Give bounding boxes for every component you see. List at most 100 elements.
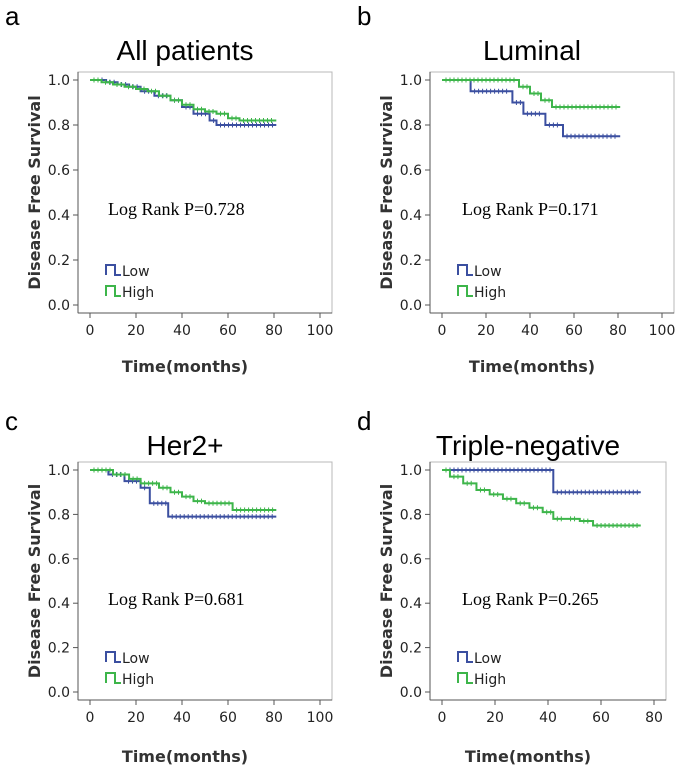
y-tick-label: 1.0 (48, 463, 70, 479)
y-tick-label: 0.2 (48, 641, 70, 657)
legend-swatch-high (457, 285, 473, 297)
legend-label-low: Low (474, 264, 502, 280)
y-tick-label: 0.2 (400, 641, 422, 657)
x-tick-label: 80 (265, 710, 283, 726)
log-rank-annotation: Log Rank P=0.728 (108, 199, 245, 219)
legend-label-low: Low (122, 651, 150, 667)
y-tick-label: 1.0 (400, 73, 422, 89)
y-tick-label: 0.4 (400, 208, 422, 224)
x-tick-label: 0 (438, 323, 447, 339)
chart-title: Luminal (483, 35, 581, 66)
y-tick-label: 0.6 (48, 163, 70, 179)
plot-frame (77, 461, 333, 701)
legend-swatch-low (105, 264, 121, 276)
legend-swatch-low (457, 264, 473, 276)
y-tick-label: 0.4 (48, 208, 70, 224)
chart-title: Her2+ (146, 430, 223, 461)
km-chart-a: a All patients 0.0 0.2 0.4 0.6 0.8 1.0 0 20 40 60 80… (5, 1, 334, 376)
y-tick-label: 0.6 (400, 552, 422, 568)
panel-b: b Luminal 0.0 0.2 0.4 0.6 0.8 1.0 0 20 40 60 80 100 Ti… (352, 0, 685, 388)
x-tick-label: 60 (592, 710, 610, 726)
log-rank-annotation: Log Rank P=0.265 (462, 589, 599, 609)
x-tick-label: 0 (438, 710, 447, 726)
plot-frame (429, 461, 667, 701)
x-axis-label: Time(months) (122, 357, 248, 376)
series-line-low (90, 469, 277, 518)
series-line-high (442, 79, 621, 108)
y-tick-label: 0.0 (400, 298, 422, 314)
y-tick-label: 0.0 (400, 685, 422, 701)
x-tick-label: 80 (645, 710, 663, 726)
y-tick-label: 0.6 (400, 163, 422, 179)
panel-a: a All patients 0.0 0.2 0.4 0.6 0.8 1.0 0 20 40 60 80… (0, 0, 342, 388)
legend-label-high: High (474, 285, 506, 301)
series-line-low (442, 79, 621, 138)
legend-swatch-low (105, 651, 121, 663)
y-tick-label: 1.0 (48, 73, 70, 89)
panel-c: c Her2+ 0.0 0.2 0.4 0.6 0.8 1.0 0 20 40 60 80 100 Time… (0, 390, 342, 778)
panel-d: d Triple-negative 0.0 0.2 0.4 0.6 0.8 1.0 0 20 40 6… (352, 390, 685, 778)
x-tick-label: 20 (486, 710, 504, 726)
x-tick-label: 40 (539, 710, 557, 726)
y-tick-label: 0.8 (48, 118, 70, 134)
y-tick-label: 0.4 (48, 596, 70, 612)
y-tick-label: 1.0 (400, 463, 422, 479)
y-tick-label: 0.8 (48, 507, 70, 523)
log-rank-annotation: Log Rank P=0.681 (108, 589, 245, 609)
y-tick-label: 0.2 (400, 253, 422, 269)
series-line-high (90, 79, 277, 122)
y-axis-label: Disease Free Survival (377, 484, 396, 678)
x-tick-label: 80 (265, 323, 283, 339)
legend-swatch-high (105, 672, 121, 684)
y-tick-label: 0.0 (48, 298, 70, 314)
legend-swatch-high (457, 672, 473, 684)
legend-label-high: High (122, 672, 154, 688)
legend-label-low: Low (122, 264, 150, 280)
x-tick-label: 40 (173, 323, 191, 339)
legend-label-high: High (122, 285, 154, 301)
x-tick-label: 80 (609, 323, 627, 339)
y-tick-label: 0.8 (400, 118, 422, 134)
series-line-low (90, 79, 277, 126)
chart-title: All patients (117, 35, 254, 66)
x-tick-label: 20 (477, 323, 495, 339)
legend-label-low: Low (474, 651, 502, 667)
x-axis-label: Time(months) (465, 747, 591, 766)
km-chart-d: d Triple-negative 0.0 0.2 0.4 0.6 0.8 1.0 0 20 40 6… (357, 406, 667, 766)
plot-frame (429, 71, 675, 314)
y-axis-label: Disease Free Survival (377, 95, 396, 289)
y-axis-label: Disease Free Survival (25, 95, 44, 289)
series-line-high (90, 469, 277, 511)
x-tick-label: 0 (86, 710, 95, 726)
x-tick-label: 100 (649, 323, 676, 339)
legend-label-high: High (474, 672, 506, 688)
series-line-low (442, 469, 641, 494)
y-tick-label: 0.2 (48, 253, 70, 269)
x-tick-label: 60 (565, 323, 583, 339)
legend-swatch-high (105, 285, 121, 297)
x-tick-label: 100 (307, 710, 334, 726)
y-tick-label: 0.0 (48, 685, 70, 701)
panel-letter: a (5, 1, 20, 31)
y-axis-label: Disease Free Survival (25, 484, 44, 678)
x-tick-label: 40 (521, 323, 539, 339)
x-axis-label: Time(months) (122, 747, 248, 766)
panel-letter: b (357, 1, 371, 31)
plot-frame (77, 71, 333, 314)
legend-swatch-low (457, 651, 473, 663)
x-tick-label: 20 (127, 710, 145, 726)
x-tick-label: 0 (86, 323, 95, 339)
x-tick-label: 40 (173, 710, 191, 726)
x-tick-label: 20 (127, 323, 145, 339)
chart-title: Triple-negative (436, 430, 620, 461)
km-chart-c: c Her2+ 0.0 0.2 0.4 0.6 0.8 1.0 0 20 40 60 80 100 Time… (5, 406, 334, 766)
km-chart-b: b Luminal 0.0 0.2 0.4 0.6 0.8 1.0 0 20 40 60 80 100 Ti… (357, 1, 676, 376)
series-line-high (442, 469, 641, 527)
panel-letter: c (5, 406, 18, 436)
x-tick-label: 100 (307, 323, 334, 339)
x-tick-label: 60 (219, 710, 237, 726)
x-tick-label: 60 (219, 323, 237, 339)
y-tick-label: 0.6 (48, 552, 70, 568)
y-tick-label: 0.4 (400, 596, 422, 612)
panel-letter: d (357, 406, 371, 436)
